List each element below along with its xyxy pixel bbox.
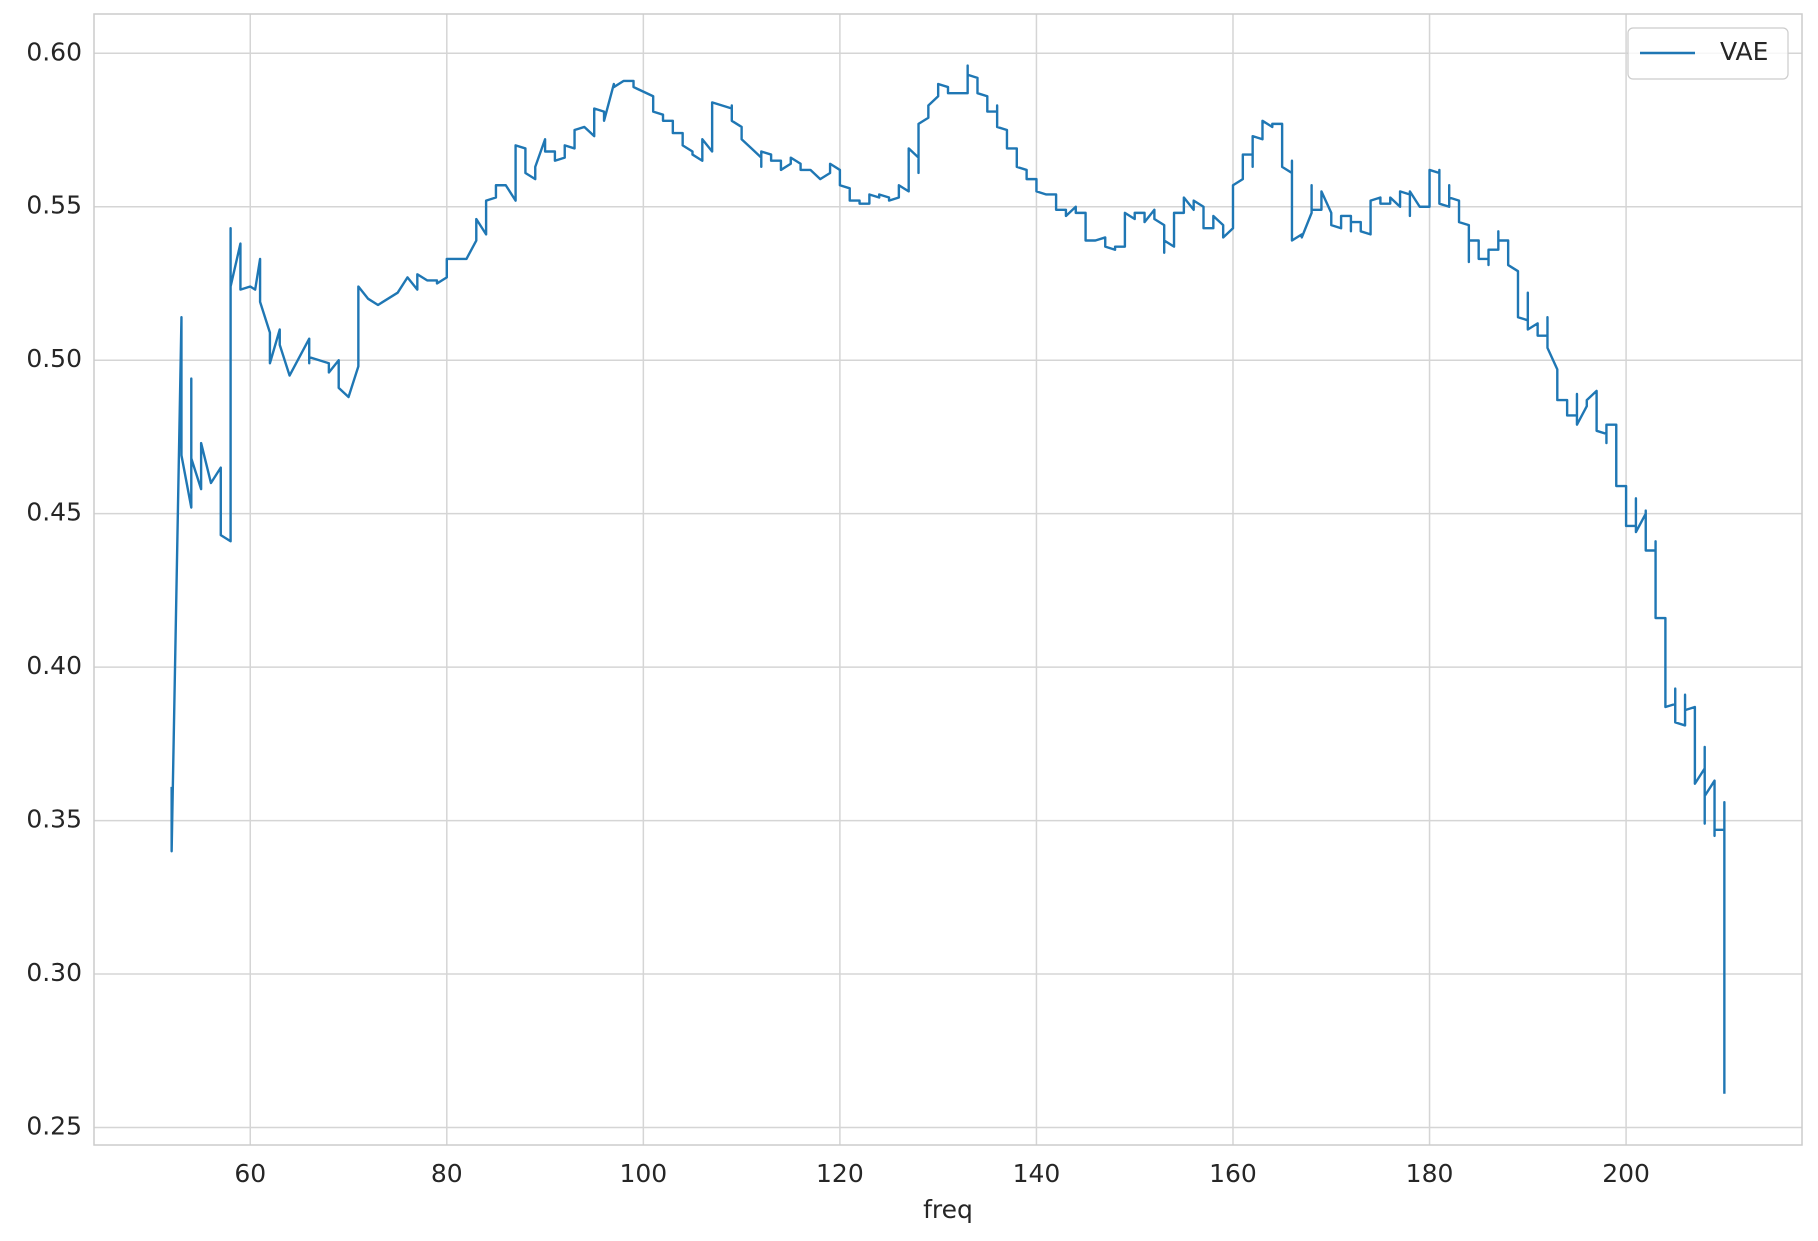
x-tick-label: 160 (1209, 1159, 1257, 1188)
x-tick-label: 140 (1013, 1159, 1061, 1188)
x-tick-label: 80 (431, 1159, 463, 1188)
x-tick-label: 200 (1602, 1159, 1650, 1188)
x-tick-label: 180 (1406, 1159, 1454, 1188)
x-tick-label: 60 (234, 1159, 266, 1188)
x-axis-label: freq (923, 1195, 973, 1224)
y-tick-label: 0.55 (26, 191, 82, 220)
y-tick-label: 0.60 (26, 37, 82, 66)
x-tick-label: 100 (619, 1159, 667, 1188)
y-tick-label: 0.35 (26, 805, 82, 834)
y-tick-label: 0.50 (26, 344, 82, 373)
x-tick-label: 120 (816, 1159, 864, 1188)
y-tick-label: 0.30 (26, 958, 82, 987)
legend-label: VAE (1720, 37, 1768, 66)
y-tick-label: 0.40 (26, 651, 82, 680)
legend: VAE (1627, 27, 1789, 80)
grid (94, 14, 1802, 1145)
legend-box (1627, 27, 1789, 80)
y-tick-label: 0.45 (26, 498, 82, 527)
y-tick-label: 0.25 (26, 1112, 82, 1141)
plot-area (170, 64, 1726, 1094)
axes-frame (93, 13, 1803, 1146)
data-line (170, 64, 1726, 1094)
